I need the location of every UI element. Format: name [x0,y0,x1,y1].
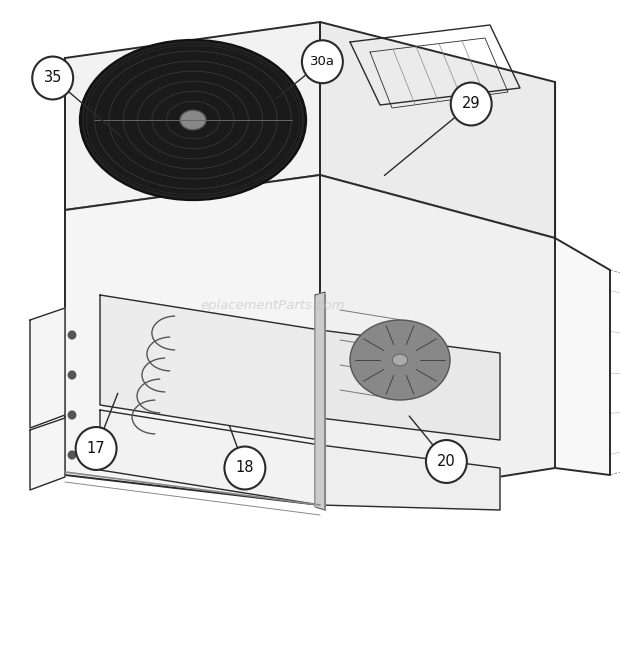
Text: eplacementParts.com: eplacementParts.com [200,299,345,312]
Ellipse shape [350,320,450,400]
Polygon shape [555,238,610,475]
Ellipse shape [80,40,306,200]
Text: 35: 35 [43,70,62,86]
Text: 18: 18 [236,460,254,476]
Polygon shape [65,175,320,505]
Polygon shape [320,330,500,440]
Ellipse shape [392,354,408,366]
Polygon shape [65,22,320,210]
Circle shape [68,411,76,419]
Circle shape [426,440,467,483]
Ellipse shape [180,111,206,130]
Polygon shape [315,292,325,510]
Polygon shape [320,22,555,238]
Circle shape [68,451,76,459]
Polygon shape [30,308,65,428]
Circle shape [224,447,265,489]
Circle shape [68,331,76,339]
Circle shape [302,40,343,83]
Text: 17: 17 [87,441,105,456]
Text: 29: 29 [462,96,480,112]
Polygon shape [320,175,555,505]
Polygon shape [320,445,500,510]
Ellipse shape [86,45,300,195]
Circle shape [68,371,76,379]
Circle shape [32,57,73,99]
Circle shape [76,427,117,470]
Polygon shape [100,295,320,440]
Circle shape [451,83,492,125]
Text: 20: 20 [437,454,456,469]
Polygon shape [30,418,65,490]
Polygon shape [100,410,320,505]
Text: 30a: 30a [310,55,335,68]
